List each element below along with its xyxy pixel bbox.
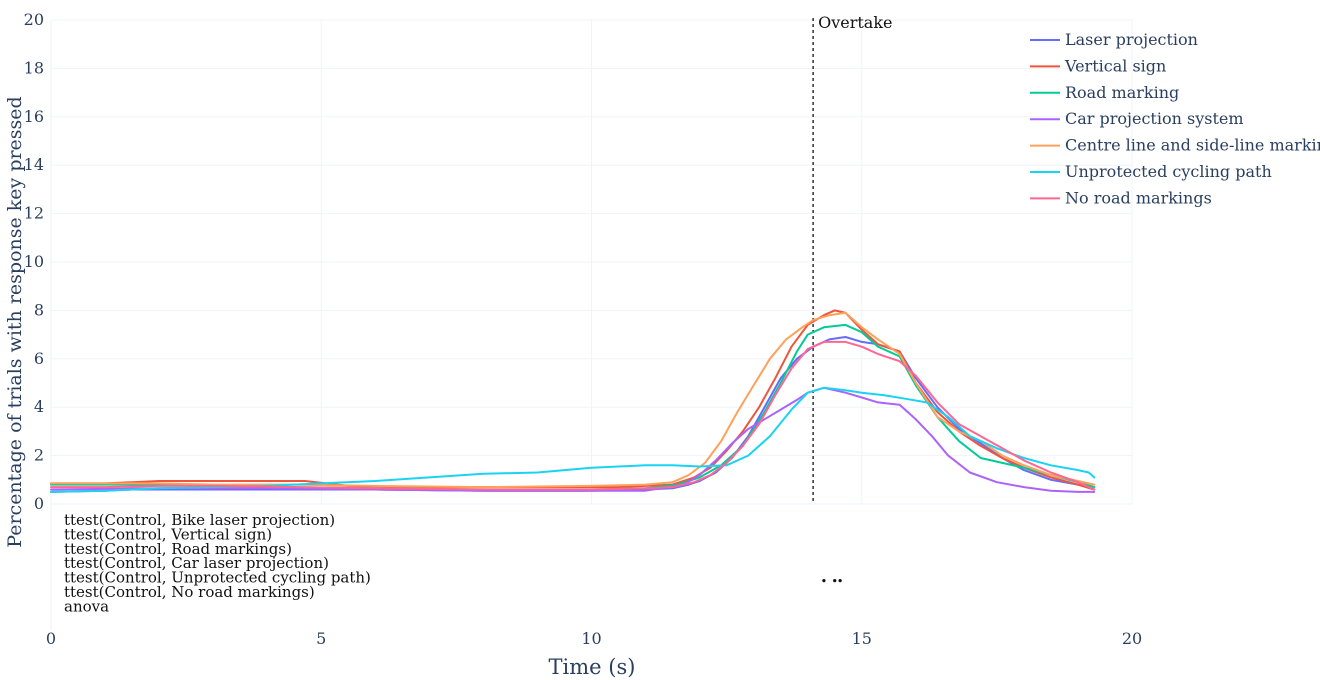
y-tick-label: 18 xyxy=(24,58,44,77)
y-axis-label: Percentage of trials with response key p… xyxy=(4,96,26,547)
y-tick-label: 8 xyxy=(34,300,44,319)
legend-label[interactable]: Vertical sign xyxy=(1064,56,1166,75)
legend-item[interactable]: No road markings xyxy=(1030,188,1212,207)
significance-table: ttest(Control, Bike laser projection)tte… xyxy=(64,511,371,615)
series-line[interactable] xyxy=(50,386,1096,493)
y-tick-label: 14 xyxy=(24,155,44,174)
significance-marker xyxy=(833,579,837,583)
significance-marker xyxy=(838,579,842,583)
y-tick-label: 2 xyxy=(34,446,44,465)
legend-item[interactable]: Unprotected cycling path xyxy=(1030,162,1272,181)
significance-row-label: ttest(Control, Bike laser projection) xyxy=(64,511,335,529)
y-tick-label: 10 xyxy=(24,252,44,271)
y-tick-label: 0 xyxy=(34,494,44,513)
y-tick-label: 20 xyxy=(24,10,44,29)
significance-row-label: ttest(Control, No road markings) xyxy=(64,583,315,601)
legend-label[interactable]: No road markings xyxy=(1065,188,1212,207)
legend[interactable]: Laser projection Vertical sign Road markin… xyxy=(1030,30,1320,207)
x-axis-label: Time (s) xyxy=(549,655,636,679)
y-tick-label: 16 xyxy=(24,107,44,126)
series-line[interactable] xyxy=(50,340,1096,491)
y-tick-label: 4 xyxy=(34,397,44,416)
significance-row-label: ttest(Control, Unprotected cycling path) xyxy=(64,569,371,587)
significance-row-label: anova xyxy=(64,597,109,615)
plot-lines xyxy=(50,309,1096,493)
x-tick-label: 20 xyxy=(1122,629,1142,648)
legend-item[interactable]: Centre line and side-line markings xyxy=(1030,136,1320,155)
significance-row-label: ttest(Control, Vertical sign) xyxy=(64,525,272,543)
legend-item[interactable]: Laser projection xyxy=(1030,30,1198,49)
x-tick-label: 15 xyxy=(852,629,872,648)
series-line[interactable] xyxy=(50,386,1096,493)
grid-lines xyxy=(50,19,1133,630)
legend-label[interactable]: Car projection system xyxy=(1065,109,1244,128)
overtake-annotation: Overtake xyxy=(812,13,893,504)
series-line[interactable] xyxy=(50,311,1096,489)
x-tick-label: 5 xyxy=(316,629,326,648)
legend-label[interactable]: Road marking xyxy=(1065,83,1179,102)
x-axis-ticks: 0 5 10 15 20 xyxy=(46,629,1142,648)
y-tick-label: 12 xyxy=(24,204,44,223)
legend-label[interactable]: Centre line and side-line markings xyxy=(1065,136,1320,155)
legend-item[interactable]: Car projection system xyxy=(1030,109,1244,128)
legend-label[interactable]: Laser projection xyxy=(1065,30,1198,49)
significance-row-label: ttest(Control, Car laser projection) xyxy=(64,554,329,572)
y-axis-ticks: 0 2 4 6 8 10 12 14 16 18 20 xyxy=(24,10,44,513)
significance-marker xyxy=(822,579,826,583)
legend-item[interactable]: Road marking xyxy=(1030,83,1179,102)
y-tick-label: 6 xyxy=(34,349,44,368)
legend-item[interactable]: Vertical sign xyxy=(1030,56,1166,75)
significance-markers xyxy=(822,579,842,583)
series-line[interactable] xyxy=(50,309,1096,491)
x-tick-label: 10 xyxy=(581,629,601,648)
legend-label[interactable]: Unprotected cycling path xyxy=(1065,162,1272,181)
significance-row-label: ttest(Control, Road markings) xyxy=(64,540,292,558)
x-tick-label: 0 xyxy=(46,629,56,648)
overtake-label: Overtake xyxy=(818,13,892,32)
